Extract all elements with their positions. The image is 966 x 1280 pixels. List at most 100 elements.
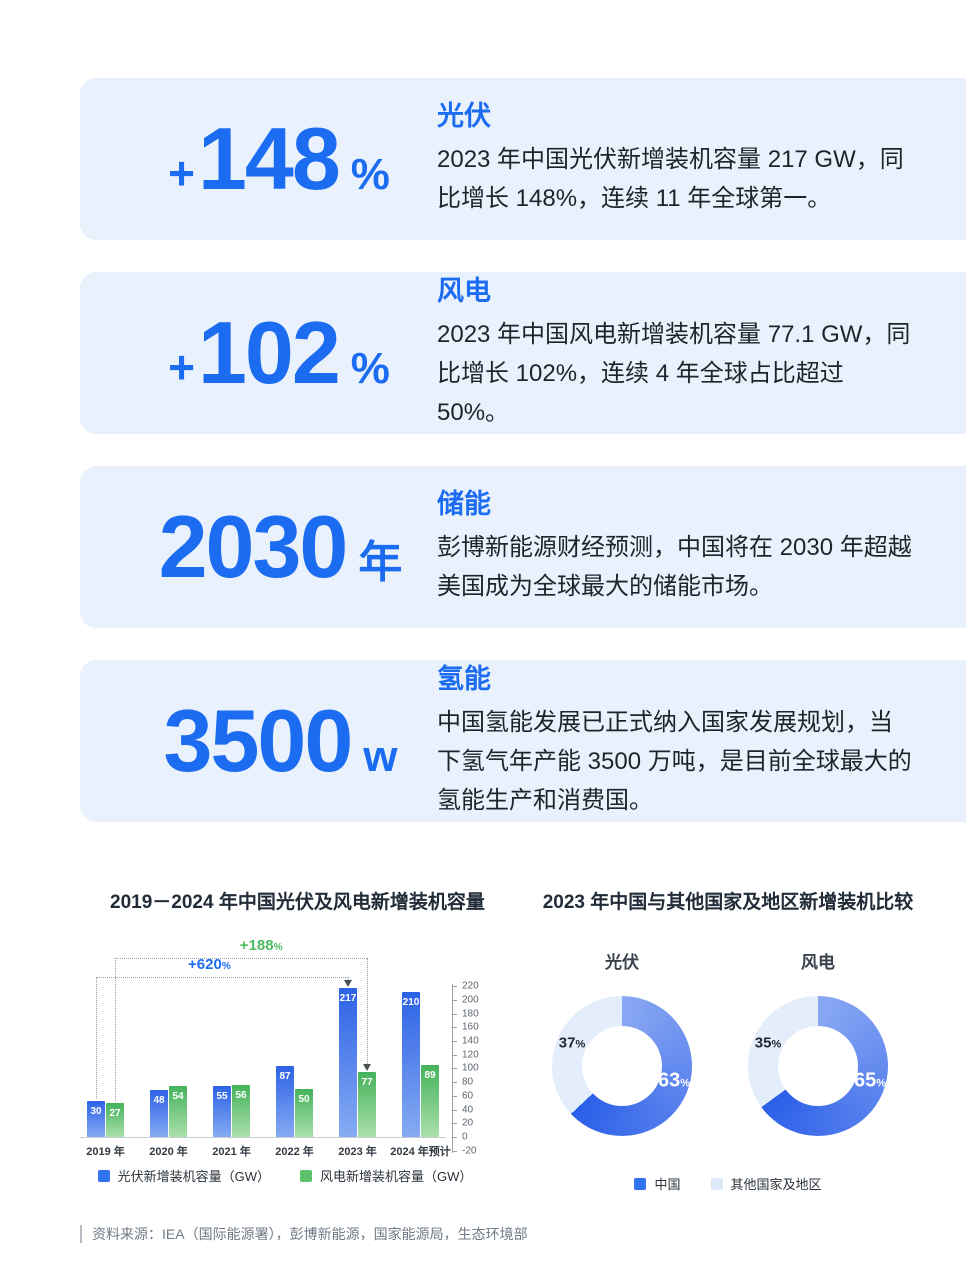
legend-swatch <box>634 1177 647 1190</box>
annotation-growth-label: +188% <box>239 937 283 954</box>
bar-chart-plot: 220 200 180 160 140 120 100 80 60 40 20 0 -20 30 27 201… <box>80 937 490 1166</box>
stat-unit: % <box>350 150 390 199</box>
y-axis-tick-label: 160 <box>462 1021 479 1033</box>
stat-title-wind: 风电 <box>437 275 491 306</box>
y-axis-tick <box>452 1054 457 1056</box>
y-axis-tick <box>452 1040 457 1042</box>
bar-value-label: 48 <box>153 1094 165 1106</box>
annotation-line <box>96 977 348 978</box>
stat-desc-wind: 2023 年中国风电新增装机容量 77.1 GW，同比增长 102%，连续 4 … <box>437 320 911 426</box>
bar-value-label: 217 <box>339 992 357 1004</box>
y-axis-tick <box>452 1137 457 1138</box>
stat-desc-solar: 2023 年中国光伏新增装机容量 217 GW，同比增长 148%，连续 11 … <box>437 146 904 212</box>
annotation-line <box>367 958 368 1065</box>
legend-label: 风电新增装机容量（GW） <box>320 1169 473 1184</box>
y-axis-tick <box>452 1109 457 1111</box>
legend-item: 光伏新增装机容量（GW） <box>97 1166 270 1185</box>
annotation-growth-label: +620% <box>188 956 231 973</box>
annotation-line <box>115 958 367 959</box>
y-axis-tick <box>452 1095 457 1097</box>
stat-title-hydrogen: 氢能 <box>437 663 491 694</box>
bar-wind <box>106 1102 124 1137</box>
bar-wind <box>421 1065 439 1137</box>
bar-value-label: 89 <box>424 1070 436 1082</box>
y-axis-tick-label: 60 <box>462 1090 474 1102</box>
legend-swatch <box>710 1177 723 1190</box>
bar-chart-title: 2019－2024 年中国光伏及风电新增装机容量 <box>110 892 485 913</box>
x-axis-category-label: 2022 年 <box>275 1146 314 1158</box>
source-text: 资料来源：IEA（国际能源署），彭博新能源，国家能源局，生态环境部 <box>92 1226 528 1242</box>
y-axis-tick <box>452 986 457 988</box>
legend-item: 中国 <box>634 1174 681 1193</box>
bar-wind <box>232 1085 250 1137</box>
stat-value-storage: 2030 年 <box>114 466 444 628</box>
y-axis-tick-label: 20 <box>462 1117 474 1129</box>
donut-chart-legend: 中国 其他国家及地区 <box>490 1174 966 1193</box>
annotation-line <box>348 977 349 980</box>
donut-chart-title: 2023 年中国与其他国家及地区新增装机比较 <box>542 892 914 913</box>
y-axis-tick-label: 40 <box>462 1104 474 1116</box>
stat-card-solar: + 148 % 光伏 2023 年中国光伏新增装机容量 217 GW，同比增长 … <box>80 78 966 240</box>
stat-value-hydrogen: 3500 w <box>114 660 444 822</box>
donut-chart-wind: 65% 35% <box>748 996 888 1136</box>
bar-chart-section: 2019－2024 年中国光伏及风电新增装机容量 220 200 180 160 140… <box>80 886 490 1216</box>
y-axis-tick <box>452 1123 457 1125</box>
stat-value-wind: + 102 % <box>114 272 444 434</box>
bar-value-label: 27 <box>109 1107 121 1119</box>
stat-title-storage: 储能 <box>437 489 491 519</box>
y-axis-tick-label: -20 <box>462 1145 477 1157</box>
donut-share-others: 35% <box>754 1034 782 1052</box>
x-axis-category-label: 2020 年 <box>149 1146 188 1158</box>
stat-title-solar: 光伏 <box>437 101 491 131</box>
bar-wind <box>169 1086 187 1137</box>
donut-chart-solar: 63% 37% <box>552 996 692 1136</box>
stat-number: 3500 <box>163 691 354 790</box>
stat-prefix: + <box>168 147 195 199</box>
donut-share-others: 37% <box>558 1034 586 1052</box>
annotation-arrow-icon <box>363 1064 371 1072</box>
stat-number: 148 <box>197 109 341 208</box>
bar-solar <box>87 1100 105 1137</box>
y-axis-tick-label: 220 <box>462 980 479 992</box>
stat-card-wind: + 102 % 风电 2023 年中国风电新增装机容量 77.1 GW，同比增长… <box>80 272 966 434</box>
y-axis-tick-label: 100 <box>462 1062 479 1074</box>
stat-unit: % <box>350 344 390 393</box>
donut-share-china: 63% <box>657 1069 691 1092</box>
bar-value-label: 50 <box>298 1093 310 1105</box>
annotation-line <box>115 958 116 1101</box>
annotation-line <box>96 977 97 1099</box>
donut-chart-section: 2023 年中国与其他国家及地区新增装机比较 光伏 63% 37% 风电 65% 35% … <box>490 886 966 1216</box>
y-axis-tick-label: 80 <box>462 1076 474 1088</box>
stat-unit: w <box>363 732 398 781</box>
y-axis-tick <box>452 1013 457 1015</box>
y-axis-tick-label: 0 <box>462 1131 468 1143</box>
y-axis-tick <box>452 1150 457 1152</box>
legend-label: 光伏新增装机容量（GW） <box>117 1169 270 1184</box>
y-axis-tick <box>452 1068 457 1070</box>
bar-solar <box>402 991 420 1137</box>
legend-label: 中国 <box>654 1177 681 1192</box>
bar-solar <box>339 987 357 1137</box>
x-axis-category-label: 2024 年预计 <box>390 1146 451 1158</box>
donut-share-china: 65% <box>853 1069 887 1092</box>
y-axis-tick <box>452 1082 457 1084</box>
x-axis-category-label: 2019 年 <box>86 1146 125 1158</box>
source-footer: 资料来源：IEA（国际能源署），彭博新能源，国家能源局，生态环境部 <box>80 1224 528 1244</box>
bar-value-label: 55 <box>216 1090 228 1102</box>
bar-value-label: 87 <box>279 1071 291 1083</box>
bar-value-label: 210 <box>402 996 420 1008</box>
stat-number: 102 <box>197 303 341 402</box>
stat-value-solar: + 148 % <box>114 78 444 240</box>
bar-value-label: 54 <box>172 1091 184 1103</box>
legend-swatch <box>97 1169 110 1182</box>
donut-title-solar: 光伏 <box>605 953 639 972</box>
legend-label: 其他国家及地区 <box>730 1177 822 1192</box>
legend-item: 其他国家及地区 <box>710 1174 822 1193</box>
y-axis-tick-label: 120 <box>462 1049 479 1061</box>
bar-solar <box>276 1066 294 1137</box>
y-axis-tick <box>452 999 457 1001</box>
stat-desc-storage: 彭博新能源财经预测，中国将在 2030 年超越美国成为全球最大的储能市场。 <box>437 534 912 600</box>
annotation-arrow-icon <box>344 979 352 987</box>
bar-solar <box>213 1085 231 1137</box>
